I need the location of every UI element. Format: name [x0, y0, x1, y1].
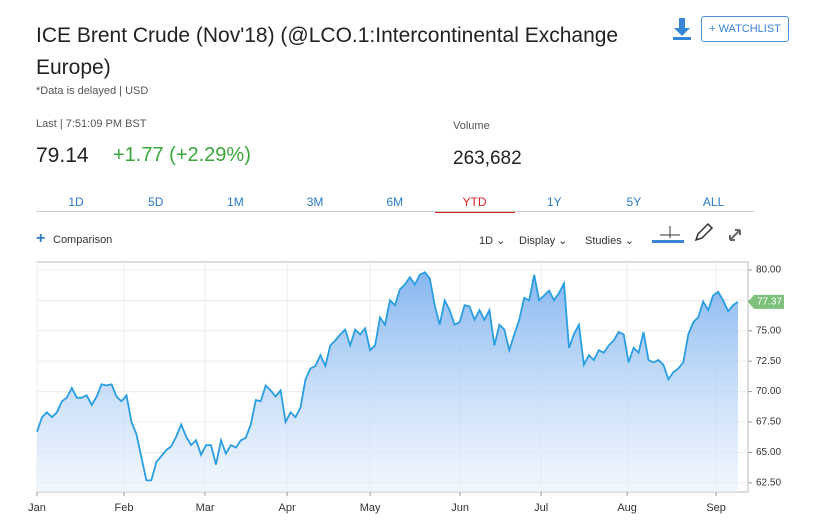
studies-button[interactable]: Studies ⌄ — [585, 235, 634, 247]
tab[interactable]: 5Y — [626, 195, 642, 209]
tab[interactable]: 5D — [148, 195, 164, 209]
download-icon[interactable] — [670, 16, 694, 42]
tab[interactable]: 6M — [386, 195, 404, 209]
last-value-badge — [748, 294, 784, 309]
y-tick-label: 70.00 — [756, 386, 781, 397]
plus-icon: + — [36, 230, 46, 247]
last-label: Last | 7:51:09 PM BST — [36, 118, 147, 130]
chart: 62.5065.0067.5070.0072.5075.0077.5080.00… — [28, 261, 784, 514]
tab[interactable]: 1D — [68, 195, 84, 209]
interval: 1D — [479, 235, 494, 247]
last-value-label: 77.37 — [757, 297, 782, 308]
line — [36, 271, 739, 482]
change: +1.77 (+2.29%) — [113, 144, 251, 166]
x-tick-label: Aug — [617, 502, 637, 514]
x-tick-label: Jun — [451, 502, 469, 514]
crosshair-tool[interactable] — [652, 226, 684, 243]
y-tick-label: 62.50 — [756, 478, 781, 489]
tab[interactable]: 1M — [227, 195, 244, 209]
watchlist-button[interactable]: + WATCHLIST — [701, 16, 789, 42]
x-tick-label: Jan — [28, 502, 46, 514]
display-button[interactable]: Display ⌄ — [519, 235, 568, 247]
last-price: 79.14 — [36, 144, 89, 167]
draw-tool[interactable] — [694, 222, 714, 242]
studies: Studies — [585, 235, 622, 247]
y-tick-label: 72.50 — [756, 356, 781, 367]
y-tick-label: 65.00 — [756, 447, 781, 458]
comparison-button[interactable]: Comparison — [53, 234, 113, 246]
x-tick-label: Jul — [534, 502, 548, 514]
title: ICE Brent Crude (Nov'18) (@LCO.1:Interco… — [36, 24, 619, 79]
area — [37, 272, 738, 492]
x-tick-label: Mar — [196, 502, 215, 514]
y-tick-label: 80.00 — [756, 265, 781, 276]
tab-divider — [36, 211, 754, 212]
x-tick-label: May — [360, 502, 381, 514]
expand-tool[interactable] — [729, 229, 741, 241]
volume-label: Volume — [453, 120, 490, 132]
tool-icons — [652, 222, 741, 243]
volume: 263,682 — [453, 148, 522, 169]
x-tick-label: Feb — [115, 502, 134, 514]
interval-button[interactable]: 1D ⌄ — [479, 235, 506, 247]
x-tick-label: Apr — [279, 502, 296, 514]
y-tick-label: 67.50 — [756, 417, 781, 428]
note: *Data is delayed | USD — [36, 85, 149, 97]
x-tick-label: Sep — [706, 502, 726, 514]
tab[interactable]: ALL — [702, 195, 725, 209]
y-tick-label: 75.00 — [756, 325, 781, 336]
tab[interactable]: 1Y — [546, 195, 562, 209]
tab[interactable]: YTD — [434, 195, 515, 213]
display: Display — [519, 235, 556, 247]
tab[interactable]: 3M — [306, 195, 324, 209]
